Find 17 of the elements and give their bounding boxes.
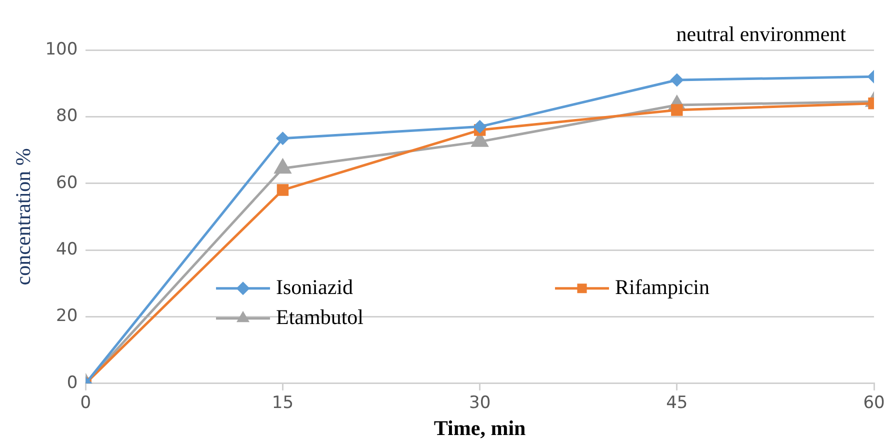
y-tick-label: 0: [66, 372, 78, 393]
x-tick-label: 45: [666, 393, 688, 414]
legend-label: Rifampicin: [615, 274, 710, 299]
y-tick-label: 60: [56, 172, 78, 193]
legend-label: Etambutol: [276, 304, 364, 329]
x-axis-title: Time, min: [434, 416, 526, 440]
y-tick-label: 80: [56, 106, 78, 126]
y-tick-label: 40: [56, 239, 78, 260]
x-tick-label: 60: [863, 393, 885, 414]
legend-label: Isoniazid: [276, 274, 354, 299]
y-tick-label: 100: [45, 39, 78, 60]
chart-title: neutral environment: [676, 22, 846, 46]
x-tick-label: 30: [469, 393, 491, 414]
x-tick-label: 0: [80, 393, 92, 414]
y-axis-title: concentration %: [11, 148, 36, 286]
y-tick-label: 20: [56, 306, 78, 326]
x-tick-label: 15: [272, 393, 294, 414]
